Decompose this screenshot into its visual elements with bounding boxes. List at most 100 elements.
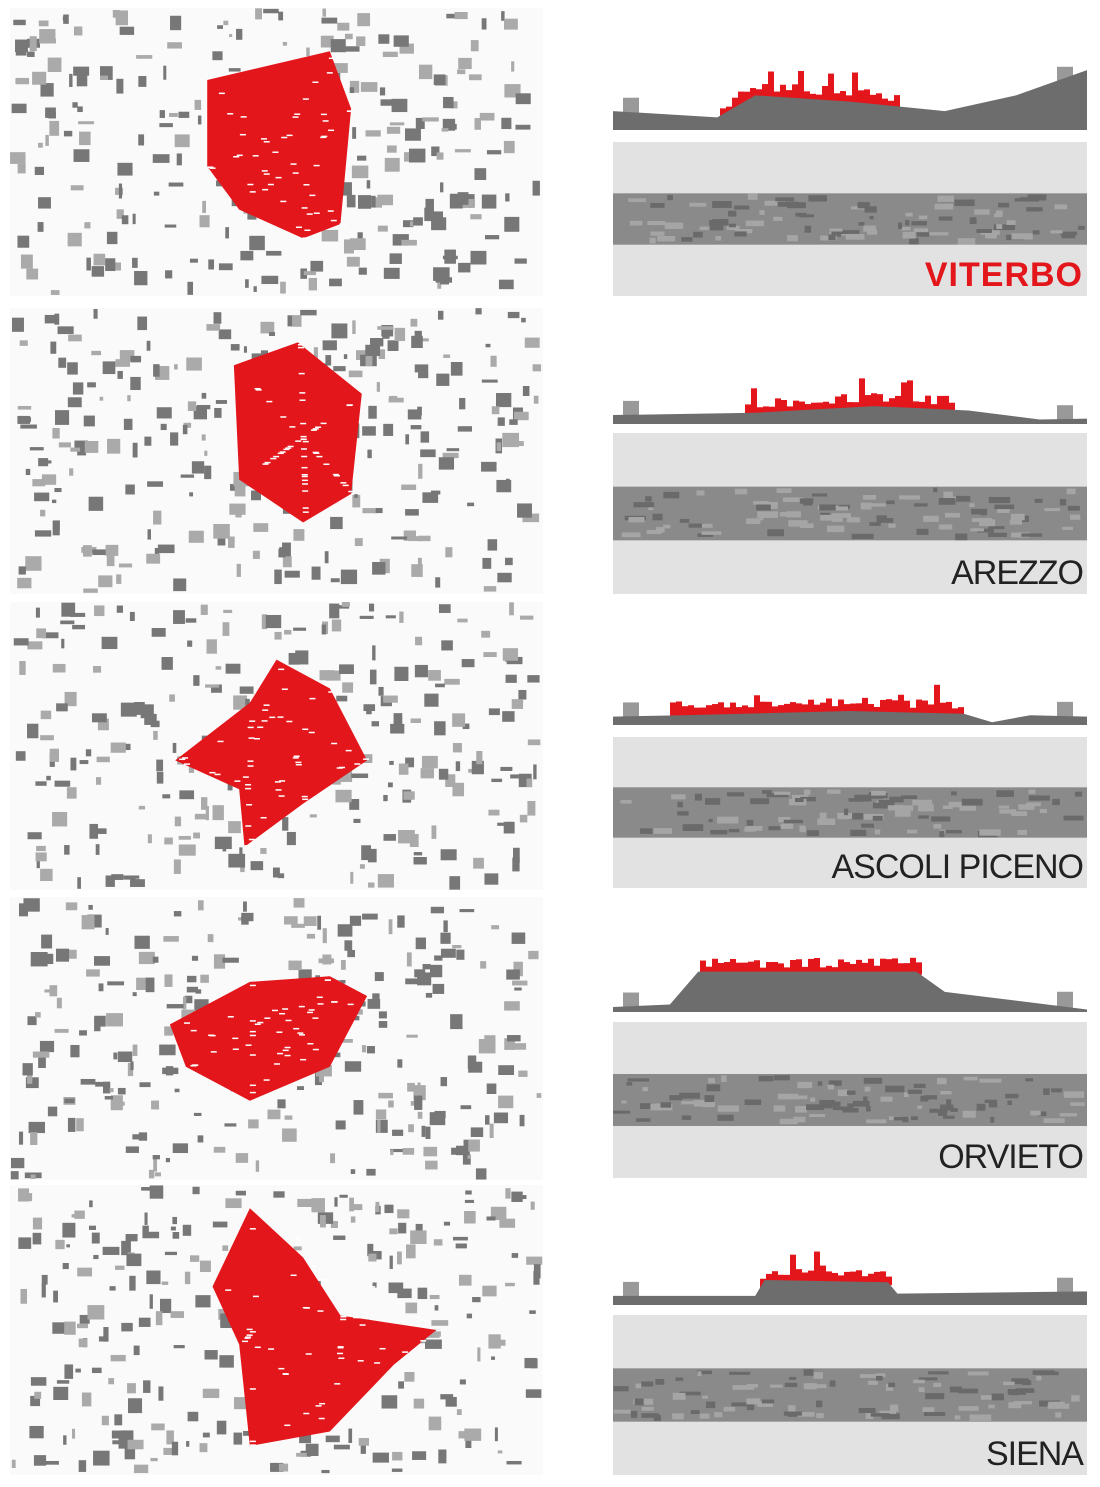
map-building — [509, 602, 514, 616]
map-building — [250, 861, 264, 871]
map-building — [156, 407, 172, 419]
aerial-texture — [905, 220, 910, 226]
aerial-texture — [862, 494, 877, 500]
street — [236, 154, 243, 157]
map-building — [293, 898, 305, 908]
map-building — [371, 721, 380, 727]
aerial-texture — [857, 202, 870, 209]
aerial-texture — [819, 812, 827, 820]
map-building — [83, 545, 92, 557]
red-building — [808, 1270, 814, 1284]
map-building — [28, 1121, 45, 1134]
aerial-texture — [913, 228, 929, 232]
red-building — [846, 95, 852, 105]
map-building — [202, 1432, 210, 1438]
red-building — [892, 958, 898, 975]
aerial-texture — [958, 1388, 979, 1394]
map-building — [172, 1232, 180, 1239]
street — [240, 116, 247, 118]
map-building — [375, 1109, 387, 1120]
street — [246, 1328, 253, 1331]
aerial-texture — [613, 1409, 631, 1414]
aerial-texture — [1050, 230, 1063, 234]
street — [292, 172, 299, 174]
red-building — [928, 704, 934, 716]
map-building — [190, 1255, 200, 1262]
map-building — [87, 382, 96, 388]
map-building — [470, 1127, 484, 1137]
map-building — [506, 1035, 521, 1042]
aerial-texture — [701, 523, 713, 528]
street — [302, 440, 309, 443]
street — [292, 757, 299, 759]
aerial-texture — [1011, 811, 1028, 817]
aerial-texture — [939, 830, 945, 838]
aerial-texture — [710, 829, 728, 835]
street — [332, 473, 339, 476]
map-building — [47, 1106, 58, 1117]
map-building — [141, 1187, 154, 1191]
street — [282, 1008, 289, 1010]
map-building — [368, 603, 375, 612]
aerial-texture — [826, 525, 845, 533]
map-building — [406, 952, 412, 967]
red-building — [720, 108, 726, 119]
map-building — [482, 557, 492, 569]
street — [261, 170, 268, 172]
map-building — [536, 1093, 542, 1098]
map-building — [239, 686, 254, 694]
red-building — [814, 1251, 820, 1284]
map-building — [337, 1038, 353, 1043]
map-building — [341, 602, 350, 607]
map-building — [322, 8, 327, 17]
red-building — [958, 707, 964, 717]
map-building — [350, 1169, 356, 1174]
map-building — [178, 835, 191, 840]
map-building — [421, 1125, 426, 1137]
map-building — [223, 20, 229, 26]
map-building — [112, 1440, 124, 1445]
map-building — [519, 1114, 525, 1127]
aerial-texture — [641, 1406, 654, 1411]
map-building — [147, 529, 151, 540]
aerial-texture — [708, 818, 713, 823]
red-building — [756, 89, 762, 99]
red-building — [826, 1271, 832, 1285]
map-building — [102, 1081, 111, 1094]
map-building — [388, 397, 404, 403]
street — [281, 688, 288, 690]
city-name: AREZZO — [951, 554, 1083, 592]
grey-building — [1057, 991, 1073, 1008]
map-building — [178, 844, 196, 856]
aerial-texture — [864, 206, 877, 213]
map-building — [282, 556, 292, 568]
map-building — [489, 1123, 494, 1139]
red-building — [766, 962, 772, 975]
aerial-texture — [793, 1095, 808, 1100]
map-building — [486, 1083, 497, 1094]
map-building — [496, 479, 512, 493]
map-building — [481, 630, 491, 638]
map-building — [527, 800, 536, 816]
map-building — [375, 508, 383, 514]
street — [290, 163, 297, 165]
map-building — [29, 1425, 44, 1439]
map-building — [129, 1275, 136, 1291]
map-building — [404, 1371, 415, 1382]
map-building — [358, 267, 367, 275]
map-building — [432, 983, 445, 994]
map-building — [54, 313, 60, 325]
map-building — [293, 627, 307, 631]
street — [298, 1005, 305, 1008]
red-building — [949, 402, 955, 413]
street — [302, 728, 309, 731]
map-building — [502, 711, 515, 722]
map-building — [101, 1415, 109, 1426]
street — [379, 1347, 386, 1350]
aerial-texture — [744, 1099, 762, 1106]
map-building — [56, 1380, 70, 1384]
map-building — [397, 1288, 412, 1299]
map-building — [138, 134, 145, 146]
map-building — [382, 51, 398, 57]
red-building — [952, 708, 958, 717]
